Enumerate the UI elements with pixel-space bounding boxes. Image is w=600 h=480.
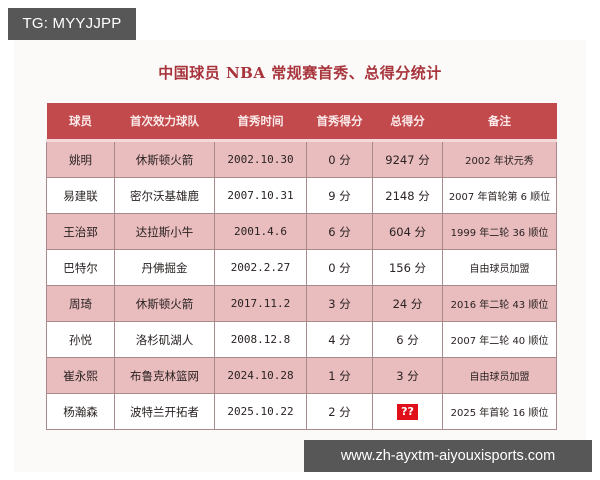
cell-player: 王治郅	[46, 213, 115, 250]
column-header-player: 球员	[46, 103, 115, 142]
column-header-note: 备注	[442, 103, 557, 142]
cell-debut-points: 6 分	[306, 213, 373, 250]
cell-total-points: ??	[372, 393, 443, 430]
cell-note: 自由球员加盟	[442, 249, 557, 286]
table-row: 崔永熙 布鲁克林篮网 2024.10.28 1 分 3 分 自由球员加盟	[46, 357, 557, 394]
cell-debut-date: 2024.10.28	[214, 357, 307, 394]
cell-team: 丹佛掘金	[114, 249, 215, 286]
cell-note: 2007 年首轮第 6 顺位	[442, 177, 557, 214]
cell-debut-points: 1 分	[306, 357, 373, 394]
cell-player: 姚明	[46, 140, 115, 178]
column-header-total-points: 总得分	[372, 103, 443, 142]
cell-debut-date: 2025.10.22	[214, 393, 307, 430]
cell-note: 2025 年首轮 16 顺位	[442, 393, 557, 430]
table-row: 周琦 休斯顿火箭 2017.11.2 3 分 24 分 2016 年二轮 43 …	[46, 285, 557, 322]
cell-team: 密尔沃基雄鹿	[114, 177, 215, 214]
cell-debut-points: 0 分	[306, 249, 373, 286]
cell-debut-date: 2002.10.30	[214, 140, 307, 178]
cell-total-points: 3 分	[372, 357, 443, 394]
stats-table: 球员 首次效力球队 首秀时间 首秀得分 总得分 备注 姚明 休斯顿火箭 2002…	[46, 103, 557, 430]
cell-total-points: 9247 分	[372, 140, 443, 178]
table-row: 巴特尔 丹佛掘金 2002.2.27 0 分 156 分 自由球员加盟	[46, 249, 557, 286]
unknown-value-badge: ??	[397, 403, 418, 420]
column-header-debut-points: 首秀得分	[306, 103, 373, 142]
table-row: 易建联 密尔沃基雄鹿 2007.10.31 9 分 2148 分 2007 年首…	[46, 177, 557, 214]
cell-player: 巴特尔	[46, 249, 115, 286]
column-header-team: 首次效力球队	[114, 103, 215, 142]
table-header-row: 球员 首次效力球队 首秀时间 首秀得分 总得分 备注	[46, 103, 557, 142]
cell-player: 崔永熙	[46, 357, 115, 394]
cell-debut-date: 2008.12.8	[214, 321, 307, 358]
cell-total-points: 156 分	[372, 249, 443, 286]
cell-total-points: 6 分	[372, 321, 443, 358]
cell-debut-points: 2 分	[306, 393, 373, 430]
cell-debut-date: 2002.2.27	[214, 249, 307, 286]
cell-player: 易建联	[46, 177, 115, 214]
cell-note: 自由球员加盟	[442, 357, 557, 394]
table-row: 姚明 休斯顿火箭 2002.10.30 0 分 9247 分 2002 年状元秀	[46, 140, 557, 178]
cell-debut-points: 9 分	[306, 177, 373, 214]
watermark-url: www.zh-ayxtm-aiyouxisports.com	[304, 440, 592, 472]
cell-team: 休斯顿火箭	[114, 140, 215, 178]
table-row: 王治郅 达拉斯小牛 2001.4.6 6 分 604 分 1999 年二轮 36…	[46, 213, 557, 250]
cell-debut-date: 2007.10.31	[214, 177, 307, 214]
cell-player: 杨瀚森	[46, 393, 115, 430]
tg-badge: TG: MYYJJPP	[8, 8, 136, 40]
cell-team: 波特兰开拓者	[114, 393, 215, 430]
cell-player: 周琦	[46, 285, 115, 322]
cell-total-points: 604 分	[372, 213, 443, 250]
page-title: 中国球员 NBA 常规赛首秀、总得分统计	[158, 64, 442, 82]
cell-note: 2002 年状元秀	[442, 140, 557, 178]
table-row: 杨瀚森 波特兰开拓者 2025.10.22 2 分 ?? 2025 年首轮 16…	[46, 393, 557, 430]
cell-debut-points: 4 分	[306, 321, 373, 358]
cell-debut-points: 3 分	[306, 285, 373, 322]
cell-team: 洛杉矶湖人	[114, 321, 215, 358]
cell-debut-points: 0 分	[306, 140, 373, 178]
cell-note: 2016 年二轮 43 顺位	[442, 285, 557, 322]
cell-team: 布鲁克林篮网	[114, 357, 215, 394]
table-row: 孙悦 洛杉矶湖人 2008.12.8 4 分 6 分 2007 年二轮 40 顺…	[46, 321, 557, 358]
cell-total-points: 2148 分	[372, 177, 443, 214]
column-header-debut-date: 首秀时间	[214, 103, 307, 142]
cell-debut-date: 2017.11.2	[214, 285, 307, 322]
cell-team: 达拉斯小牛	[114, 213, 215, 250]
cell-total-points: 24 分	[372, 285, 443, 322]
cell-debut-date: 2001.4.6	[214, 213, 307, 250]
cell-note: 1999 年二轮 36 顺位	[442, 213, 557, 250]
cell-team: 休斯顿火箭	[114, 285, 215, 322]
cell-player: 孙悦	[46, 321, 115, 358]
cell-note: 2007 年二轮 40 顺位	[442, 321, 557, 358]
